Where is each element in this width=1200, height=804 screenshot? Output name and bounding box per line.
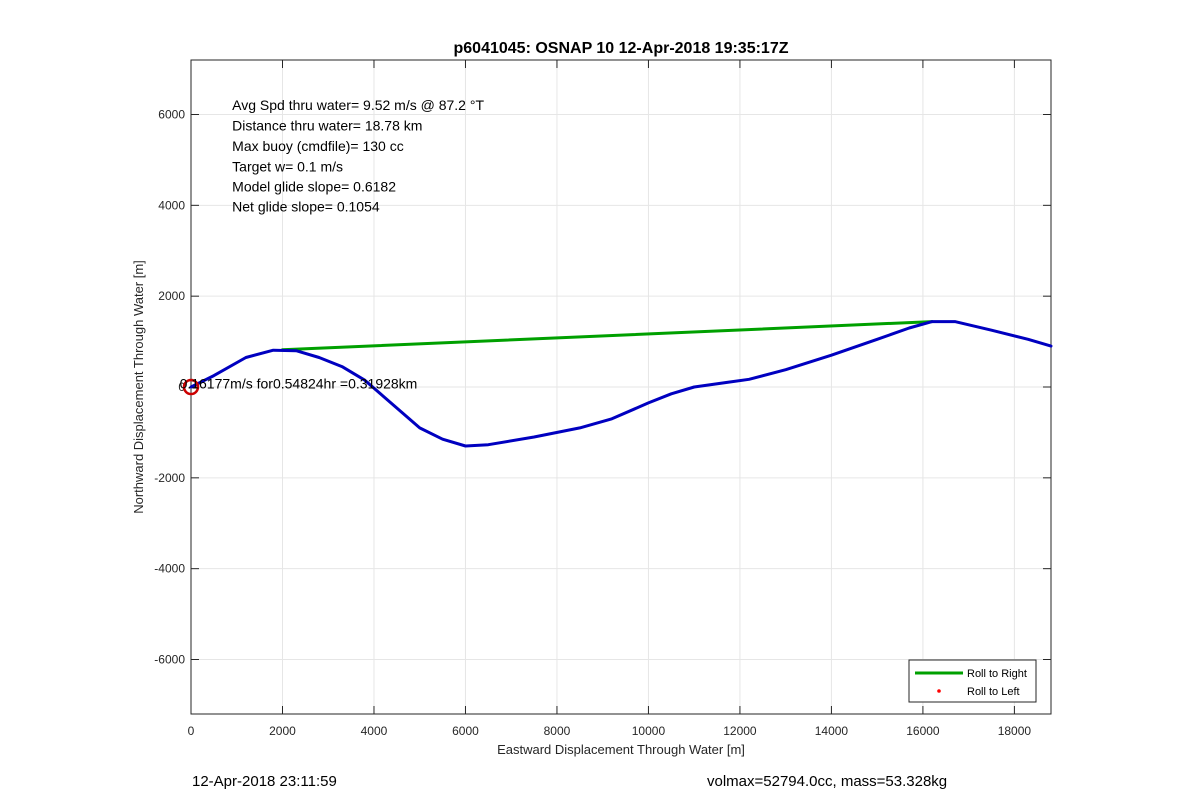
annotation-text: Target w= 0.1 m/s xyxy=(232,158,343,174)
y-tick-label: -6000 xyxy=(154,653,185,667)
x-tick-label: 6000 xyxy=(452,724,479,738)
annotations-layer: Avg Spd thru water= 9.52 m/s @ 87.2 °T Di… xyxy=(180,97,485,391)
axis-ticks: 0 2000 4000 6000 8000 10000 12000 14000 16000 180… xyxy=(154,60,1051,738)
series-line-1 xyxy=(189,320,1053,448)
x-tick-label: 8000 xyxy=(544,724,571,738)
y-tick-label: 0 xyxy=(178,380,185,394)
legend-box xyxy=(908,659,1037,703)
footer-timestamp: 12-Apr-2018 23:11:59 xyxy=(192,773,337,790)
footer-summary: volmax=52794.0cc, mass=53.328kg xyxy=(707,773,948,790)
y-axis-label: Northward Displacement Through Water [m] xyxy=(131,260,146,514)
chart-title: p6041045: OSNAP 10 12-Apr-2018 19:35:17Z xyxy=(454,40,789,57)
y-tick-label: -4000 xyxy=(154,562,185,576)
x-tick-label: 16000 xyxy=(906,724,940,738)
x-tick-label: 14000 xyxy=(815,724,849,738)
y-tick-label: 6000 xyxy=(158,108,185,122)
legend-label: Roll to Left xyxy=(967,686,1020,698)
x-tick-label: 0 xyxy=(188,724,195,738)
series-line-0 xyxy=(281,320,934,352)
x-axis-label: Eastward Displacement Through Water [m] xyxy=(497,742,745,757)
x-tick-label: 4000 xyxy=(361,724,388,738)
grid xyxy=(190,60,1051,714)
annotation-text: Model glide slope= 0.6182 xyxy=(232,179,396,195)
annotation-text: 0.16177m/s for0.54824hr =0.31928km xyxy=(180,375,418,391)
annotation-text: Net glide slope= 0.1054 xyxy=(232,199,380,215)
annotation-text: Distance thru water= 18.78 km xyxy=(232,117,422,133)
y-tick-label: -2000 xyxy=(154,471,185,485)
x-tick-label: 2000 xyxy=(269,724,296,738)
y-tick-label: 2000 xyxy=(158,289,185,303)
annotation-text: Avg Spd thru water= 9.52 m/s @ 87.2 °T xyxy=(232,97,484,113)
x-tick-label: 10000 xyxy=(632,724,666,738)
annotation-text: Max buoy (cmdfile)= 130 cc xyxy=(232,138,404,154)
x-tick-label: 18000 xyxy=(998,724,1032,738)
legend-label: Roll to Right xyxy=(967,668,1027,680)
series-layer xyxy=(182,320,1053,448)
y-tick-label: 4000 xyxy=(158,198,185,212)
legend-swatch-dot xyxy=(937,689,941,693)
start-marker xyxy=(182,378,200,396)
legend: Roll to Right Roll to Left xyxy=(908,659,1037,703)
x-tick-label: 12000 xyxy=(723,724,757,738)
